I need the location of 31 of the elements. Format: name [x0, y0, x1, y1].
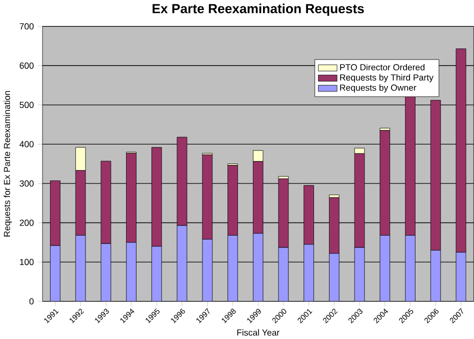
y-tick-label: 600: [20, 62, 34, 69]
bar: [456, 252, 466, 302]
y-tick-label: 700: [20, 23, 34, 30]
y-tick-label: 100: [20, 258, 34, 266]
y-axis-title: Requests for Ex Parte Reexamination: [4, 90, 12, 236]
bar: [430, 250, 441, 302]
y-tick-label: 400: [20, 140, 34, 148]
bar: [278, 247, 289, 302]
legend-label: PTO Director Ordered: [340, 64, 424, 70]
y-tick-label: 0: [29, 298, 34, 304]
chart-title: Ex Parte Reexamination Requests: [152, 4, 364, 16]
legend-label: Requests by Owner: [340, 84, 416, 92]
bar: [405, 234, 416, 302]
bar: [151, 246, 162, 302]
bar: [75, 234, 86, 302]
bar: [252, 233, 264, 302]
bar: [228, 234, 238, 302]
bar: [50, 245, 60, 302]
x-axis-title: Fiscal Year: [237, 329, 280, 336]
bar: [176, 225, 188, 302]
y-tick-label: 500: [20, 102, 34, 108]
bar: [329, 253, 340, 302]
bar: [304, 244, 314, 302]
bar: [126, 242, 136, 302]
bar: [100, 243, 112, 302]
y-tick-label: 300: [20, 180, 34, 186]
bar: [202, 238, 213, 302]
bar: [380, 234, 390, 302]
legend-label: Requests by Third Party: [340, 74, 434, 82]
bar: [354, 247, 365, 302]
y-tick-label: 200: [20, 220, 34, 226]
